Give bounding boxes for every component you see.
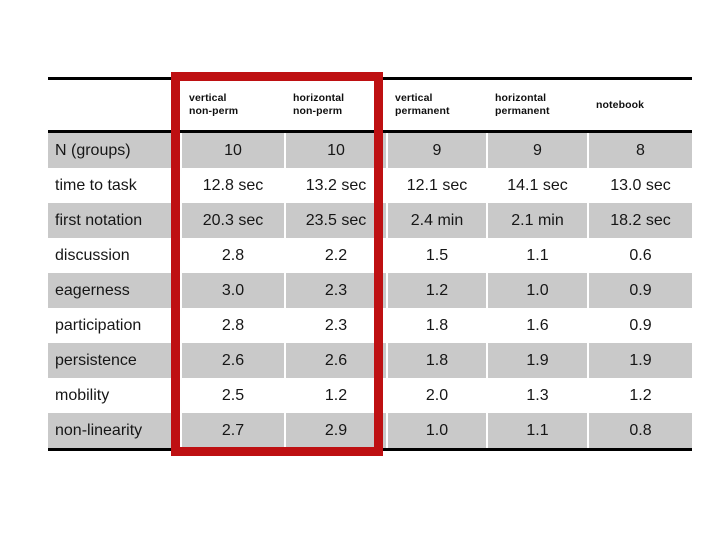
data-cell: 2.7 xyxy=(180,413,284,448)
row-label: discussion xyxy=(55,246,130,264)
row-label: time to task xyxy=(55,176,137,194)
data-cell: 1.3 xyxy=(486,378,587,413)
data-cell: 2.9 xyxy=(284,413,386,448)
data-cell: 1.0 xyxy=(486,273,587,308)
data-cell: 12.1 sec xyxy=(386,168,486,203)
results-table: vertical non-perm horizontal non-perm ve… xyxy=(48,77,692,451)
data-cell: 8 xyxy=(587,133,692,168)
data-cell: 2.6 xyxy=(284,343,386,378)
row-label: eagerness xyxy=(55,281,130,299)
data-cell: 1.9 xyxy=(486,343,587,378)
column-header-horizontal-non-perm: horizontal non-perm xyxy=(293,92,345,117)
table-row: eagerness 3.0 2.3 1.2 1.0 0.9 xyxy=(48,273,692,308)
table-row: persistence 2.6 2.6 1.8 1.9 1.9 xyxy=(48,343,692,378)
data-cell: 0.9 xyxy=(587,273,692,308)
row-label: mobility xyxy=(55,386,110,404)
data-cell: 1.8 xyxy=(386,343,486,378)
table-row: mobility 2.5 1.2 2.0 1.3 1.2 xyxy=(48,378,692,413)
data-cell: 1.2 xyxy=(587,378,692,413)
data-cell: 2.6 xyxy=(180,343,284,378)
data-cell: 2.1 min xyxy=(486,203,587,238)
column-header-vertical-permanent: vertical permanent xyxy=(395,92,450,117)
data-cell: 1.1 xyxy=(486,238,587,273)
header-corner-cell xyxy=(48,80,180,130)
data-cell: 1.1 xyxy=(486,413,587,448)
data-cell: 1.9 xyxy=(587,343,692,378)
data-cell: 10 xyxy=(180,133,284,168)
data-cell: 1.2 xyxy=(386,273,486,308)
table-row: N (groups) 10 10 9 9 8 xyxy=(48,133,692,168)
data-cell: 10 xyxy=(284,133,386,168)
data-cell: 9 xyxy=(486,133,587,168)
data-cell: 3.0 xyxy=(180,273,284,308)
data-cell: 0.6 xyxy=(587,238,692,273)
row-label: first notation xyxy=(55,211,143,229)
data-cell: 2.3 xyxy=(284,308,386,343)
column-header-horizontal-permanent: horizontal permanent xyxy=(495,92,550,117)
data-cell: 13.2 sec xyxy=(284,168,386,203)
table-row: participation 2.8 2.3 1.8 1.6 0.9 xyxy=(48,308,692,343)
data-cell: 9 xyxy=(386,133,486,168)
table-row: discussion 2.8 2.2 1.5 1.1 0.6 xyxy=(48,238,692,273)
data-cell: 1.6 xyxy=(486,308,587,343)
data-cell: 1.5 xyxy=(386,238,486,273)
row-label: persistence xyxy=(55,351,137,369)
row-label: N (groups) xyxy=(55,141,131,159)
data-cell: 2.0 xyxy=(386,378,486,413)
column-header-notebook: notebook xyxy=(596,98,645,111)
data-cell: 12.8 sec xyxy=(180,168,284,203)
row-label: participation xyxy=(55,316,142,334)
data-cell: 18.2 sec xyxy=(587,203,692,238)
data-cell: 13.0 sec xyxy=(587,168,692,203)
data-cell: 2.8 xyxy=(180,308,284,343)
table-row: non-linearity 2.7 2.9 1.0 1.1 0.8 xyxy=(48,413,692,448)
data-cell: 2.2 xyxy=(284,238,386,273)
data-cell: 20.3 sec xyxy=(180,203,284,238)
data-cell: 2.8 xyxy=(180,238,284,273)
data-cell: 1.8 xyxy=(386,308,486,343)
data-cell: 23.5 sec xyxy=(284,203,386,238)
table-row: first notation 20.3 sec 23.5 sec 2.4 min… xyxy=(48,203,692,238)
table-row: time to task 12.8 sec 13.2 sec 12.1 sec … xyxy=(48,168,692,203)
data-cell: 2.4 min xyxy=(386,203,486,238)
data-cell: 2.3 xyxy=(284,273,386,308)
data-cell: 0.8 xyxy=(587,413,692,448)
table-header-row: vertical non-perm horizontal non-perm ve… xyxy=(48,80,692,133)
column-header-vertical-non-perm: vertical non-perm xyxy=(189,92,239,117)
data-cell: 2.5 xyxy=(180,378,284,413)
data-cell: 1.2 xyxy=(284,378,386,413)
row-label: non-linearity xyxy=(55,421,143,439)
data-cell: 14.1 sec xyxy=(486,168,587,203)
data-cell: 0.9 xyxy=(587,308,692,343)
data-cell: 1.0 xyxy=(386,413,486,448)
table-body: N (groups) 10 10 9 9 8 time to task 12.8… xyxy=(48,133,692,448)
